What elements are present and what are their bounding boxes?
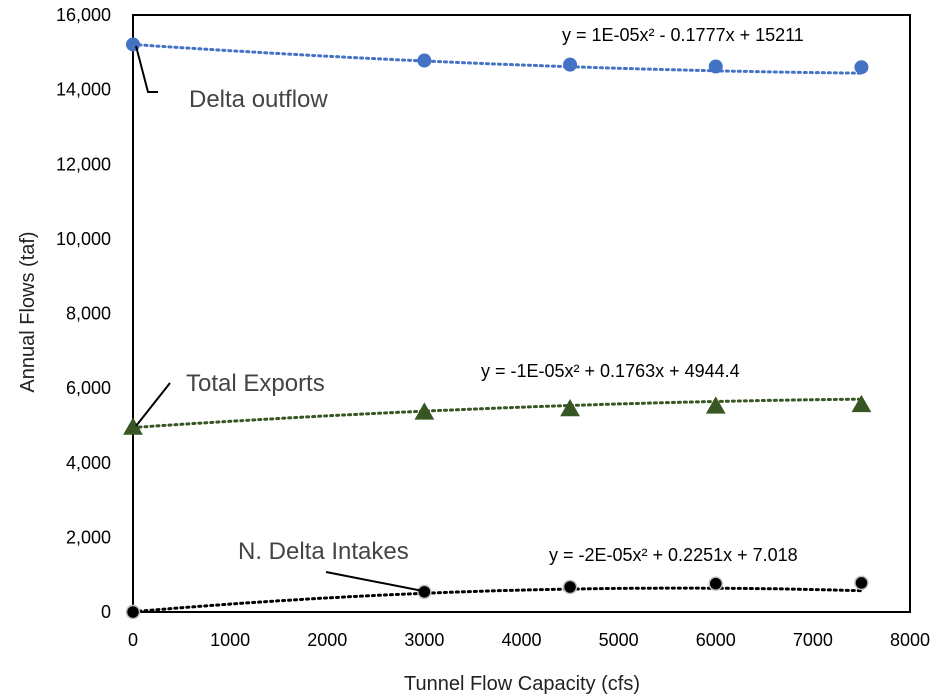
trend-equation-total-exports: y = -1E-05x² + 0.1763x + 4944.4	[481, 361, 740, 381]
y-tick-label: 8,000	[66, 304, 111, 324]
x-tick-label: 8000	[890, 630, 930, 650]
leader-line-delta-outflow	[135, 45, 158, 93]
y-tick-labels: 0 2,000 4,000 6,000 8,000 10,000 12,000 14,000 1…	[56, 5, 111, 622]
x-axis-title: Tunnel Flow Capacity (cfs)	[404, 673, 640, 695]
x-tick-label: 0	[128, 630, 138, 650]
data-point	[708, 576, 723, 591]
data-point	[854, 575, 869, 591]
data-point	[414, 402, 435, 420]
trendline-1	[131, 397, 863, 429]
data-point	[417, 53, 432, 68]
plot-area	[132, 14, 911, 613]
series-label-n-delta-intakes: N. Delta Intakes	[238, 538, 409, 565]
y-tick-label: 14,000	[56, 80, 111, 100]
x-tick-label: 1000	[210, 630, 250, 650]
x-tick-label: 6000	[696, 630, 736, 650]
x-tick-label: 4000	[501, 630, 541, 650]
data-point	[854, 60, 869, 75]
x-tick-label: 2000	[307, 630, 347, 650]
trendline-0	[131, 42, 863, 75]
x-tick-label: 7000	[793, 630, 833, 650]
y-tick-label: 0	[101, 602, 111, 622]
y-tick-label: 10,000	[56, 229, 111, 249]
x-tick-labels: 0 1000 2000 3000 4000 5000 6000 7000 8000	[128, 630, 930, 650]
y-axis-title: Annual Flows (taf)	[17, 231, 39, 392]
trendlines	[131, 42, 863, 614]
y-tick-label: 4,000	[66, 453, 111, 473]
trend-equation-n-delta-intakes: y = -2E-05x² + 0.2251x + 7.018	[549, 545, 798, 565]
leader-lines	[135, 45, 429, 593]
data-point	[563, 57, 578, 72]
data-point	[123, 417, 143, 435]
markers	[123, 37, 872, 620]
data-point	[851, 394, 872, 413]
y-tick-label: 2,000	[66, 527, 111, 547]
data-point	[705, 396, 726, 414]
series-label-delta-outflow: Delta outflow	[189, 86, 328, 113]
leader-line-total-exports	[135, 382, 171, 427]
data-point	[560, 399, 580, 417]
y-tick-label: 16,000	[56, 5, 111, 25]
data-point	[562, 579, 578, 595]
x-tick-label: 5000	[599, 630, 639, 650]
leader-line-n-delta-intakes	[325, 571, 429, 593]
y-tick-label: 12,000	[56, 154, 111, 174]
data-point	[708, 59, 723, 74]
trend-equation-delta-outflow: y = 1E-05x² - 0.1777x + 15211	[562, 25, 804, 45]
y-tick-label: 6,000	[66, 378, 111, 398]
data-point	[125, 604, 141, 620]
trendline-2	[131, 586, 863, 614]
series-label-total-exports: Total Exports	[186, 370, 325, 397]
x-tick-label: 3000	[404, 630, 444, 650]
